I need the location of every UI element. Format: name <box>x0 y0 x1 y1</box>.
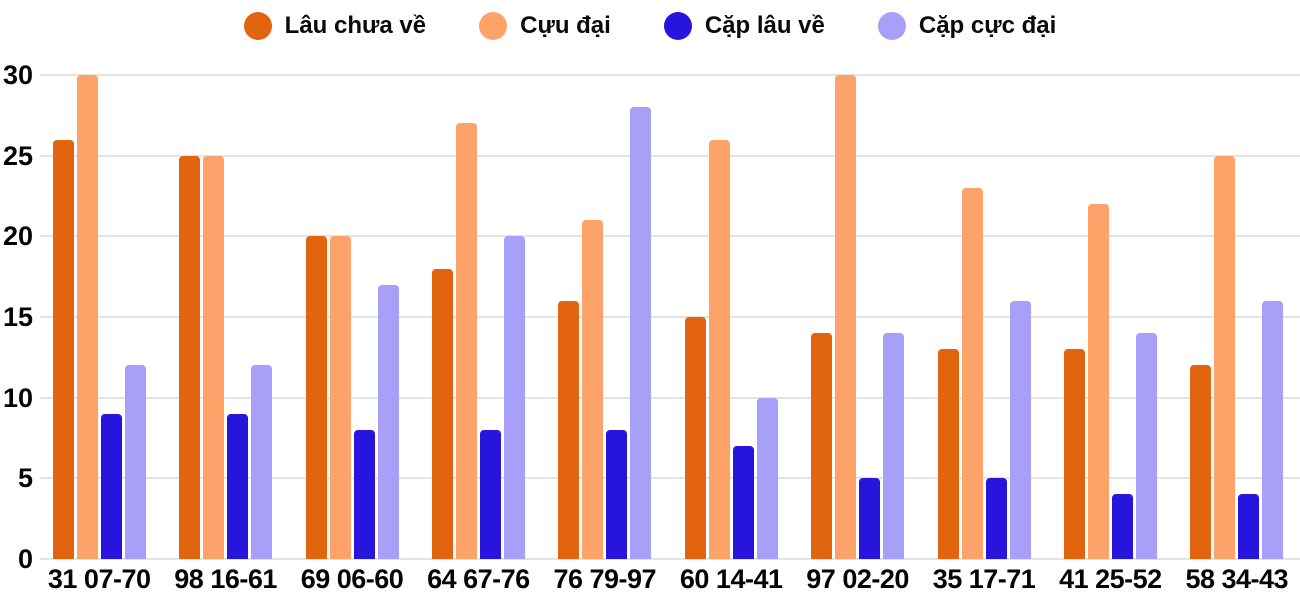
x-axis-category-label: 97 02-20 <box>806 564 909 594</box>
gridline <box>40 316 1300 318</box>
legend-marker-icon <box>479 12 508 40</box>
bar-series-4-cat-8[interactable] <box>1009 300 1031 559</box>
y-axis-tick-label: 0 <box>17 544 33 574</box>
chart-legend: Lâu chưa về Cựu đại Cặp lâu về Cặp cực đại <box>0 11 1300 41</box>
bar-series-1-cat-3[interactable] <box>305 236 327 559</box>
x-axis-category-label: 31 07-70 <box>47 564 151 594</box>
bar-series-1-cat-5[interactable] <box>558 300 580 559</box>
legend-item-series-1[interactable]: Lâu chưa về <box>243 11 427 41</box>
bar-series-3-cat-1[interactable] <box>100 413 122 559</box>
bar-series-1-cat-6[interactable] <box>684 317 706 559</box>
bar-series-4-cat-6[interactable] <box>756 397 778 559</box>
y-axis-tick-label: 5 <box>17 463 33 494</box>
gridline <box>40 154 1300 157</box>
bar-series-4-cat-1[interactable] <box>124 365 146 559</box>
bar-series-2-cat-7[interactable] <box>835 75 857 559</box>
bar-series-2-cat-5[interactable] <box>582 220 604 559</box>
bar-series-2-cat-6[interactable] <box>708 139 730 559</box>
bar-series-1-cat-8[interactable] <box>937 349 959 559</box>
bar-series-3-cat-3[interactable] <box>353 429 375 559</box>
y-axis-tick-label: 25 <box>2 140 33 171</box>
bar-series-3-cat-8[interactable] <box>985 478 1007 559</box>
legend-marker-icon <box>663 12 692 40</box>
y-axis-tick-label: 30 <box>2 60 33 90</box>
legend-item-series-4[interactable]: Cặp cực đại <box>877 11 1057 41</box>
bar-series-2-cat-10[interactable] <box>1214 155 1236 559</box>
legend-label: Cựu đại <box>520 12 611 39</box>
bar-series-4-cat-3[interactable] <box>377 284 399 559</box>
y-axis-tick-label: 15 <box>2 302 33 332</box>
gridline <box>40 235 1300 238</box>
x-axis-category-label: 41 25-52 <box>1059 564 1162 594</box>
bar-series-2-cat-2[interactable] <box>203 155 225 559</box>
legend-label: Cặp cực đại <box>918 12 1057 39</box>
legend-marker-icon <box>877 12 906 40</box>
bar-series-3-cat-4[interactable] <box>479 429 501 559</box>
bar-series-3-cat-2[interactable] <box>227 413 249 559</box>
x-axis-category-label: 35 17-71 <box>932 564 1036 594</box>
gridline <box>40 477 1300 480</box>
bar-series-4-cat-4[interactable] <box>503 236 525 559</box>
gridline <box>40 74 1300 76</box>
bar-series-1-cat-2[interactable] <box>179 155 201 559</box>
y-axis-tick-label: 20 <box>2 221 33 252</box>
legend-label: Cặp lâu về <box>704 12 825 39</box>
bar-series-1-cat-9[interactable] <box>1063 349 1085 559</box>
bar-series-2-cat-8[interactable] <box>961 187 983 559</box>
x-axis-category-label: 60 14-41 <box>679 564 783 594</box>
bar-series-4-cat-5[interactable] <box>630 107 652 559</box>
x-axis-category-label: 98 16-61 <box>174 564 277 594</box>
x-axis-category-label: 76 79-97 <box>553 564 657 594</box>
bar-series-3-cat-9[interactable] <box>1111 494 1133 559</box>
x-axis-category-label: 58 34-43 <box>1185 564 1289 594</box>
bar-series-1-cat-10[interactable] <box>1190 365 1212 559</box>
bar-series-1-cat-7[interactable] <box>811 333 833 559</box>
gridline <box>40 558 1300 560</box>
bar-series-4-cat-9[interactable] <box>1135 333 1157 559</box>
bar-series-3-cat-5[interactable] <box>606 429 628 559</box>
x-axis-category-label: 64 67-76 <box>427 564 530 594</box>
legend-marker-icon <box>243 12 272 40</box>
bar-series-3-cat-6[interactable] <box>732 446 754 559</box>
bar-series-2-cat-4[interactable] <box>455 123 477 559</box>
bar-series-1-cat-4[interactable] <box>431 268 453 559</box>
bar-series-4-cat-10[interactable] <box>1262 300 1284 559</box>
bar-series-3-cat-7[interactable] <box>859 478 881 559</box>
bar-series-2-cat-1[interactable] <box>76 75 98 559</box>
legend-item-series-2[interactable]: Cựu đại <box>479 11 611 41</box>
bar-series-2-cat-3[interactable] <box>329 236 351 559</box>
y-axis-tick-label: 10 <box>2 382 33 413</box>
bar-series-1-cat-1[interactable] <box>52 139 74 559</box>
bar-series-3-cat-10[interactable] <box>1238 494 1260 559</box>
x-axis-category-label: 69 06-60 <box>300 564 404 594</box>
bar-series-4-cat-2[interactable] <box>251 365 273 559</box>
legend-item-series-3[interactable]: Cặp lâu về <box>663 11 825 41</box>
bar-series-4-cat-7[interactable] <box>883 333 905 559</box>
gridline <box>40 396 1300 399</box>
bar-series-2-cat-9[interactable] <box>1087 204 1109 559</box>
legend-label: Lâu chưa về <box>284 12 427 39</box>
